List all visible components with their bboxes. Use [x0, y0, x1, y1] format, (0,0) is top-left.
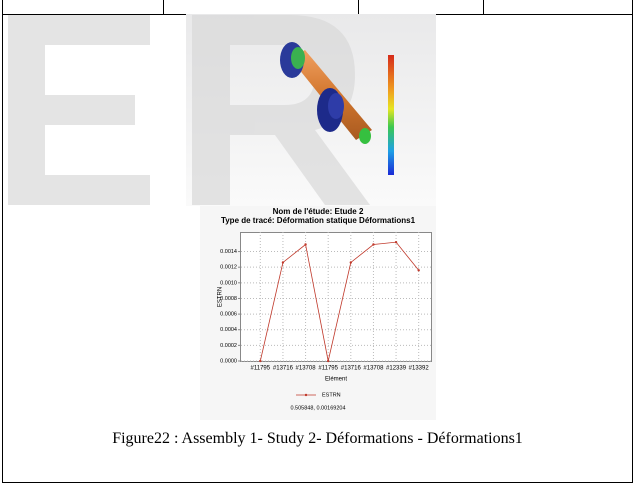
plot-area	[241, 233, 432, 362]
data-point	[259, 360, 261, 362]
y-tick-label: 0.0014	[220, 249, 237, 255]
data-point	[282, 261, 284, 263]
page: Nom de l'étude: Etude 2 Type de tracé: D…	[0, 0, 635, 483]
x-tick-label: #11795	[318, 366, 338, 372]
x-tick-label: #12339	[386, 366, 407, 372]
x-tick-label: #13708	[363, 366, 384, 372]
y-tick-label: 0.0010	[220, 280, 237, 286]
data-point	[417, 269, 419, 271]
color-bar	[388, 55, 394, 175]
chart-subtitle: Type de tracé: Déformation statique Défo…	[221, 216, 416, 225]
data-point	[372, 243, 374, 245]
legend-label: ESTRN	[322, 392, 341, 398]
legend-marker	[305, 394, 307, 396]
y-tick-label: 0.0008	[220, 296, 237, 302]
y-tick-label: 0.0000	[220, 358, 237, 364]
x-tick-label: #13708	[296, 366, 317, 372]
chart-footer: 0.505848, 0.00169204	[290, 405, 345, 411]
y-tick-label: 0.0004	[220, 327, 237, 333]
x-tick-label: #13392	[409, 366, 430, 372]
data-point	[304, 243, 306, 245]
x-tick-label: #11795	[251, 366, 271, 372]
data-point	[327, 360, 329, 362]
y-tick-label: 0.0012	[220, 265, 237, 271]
x-tick-label: #13716	[341, 366, 362, 372]
x-tick-label: #13716	[273, 366, 294, 372]
figure-caption: Figure22 : Assembly 1- Study 2- Déformat…	[80, 428, 555, 450]
y-tick-label: 0.0002	[220, 343, 237, 349]
y-tick-label: 0.0006	[220, 312, 237, 318]
data-point	[395, 241, 397, 243]
figure: Nom de l'étude: Etude 2 Type de tracé: D…	[0, 0, 635, 483]
chart-title: Nom de l'étude: Etude 2	[273, 207, 364, 216]
data-point	[350, 261, 352, 263]
x-axis-label: Elément	[325, 377, 347, 383]
